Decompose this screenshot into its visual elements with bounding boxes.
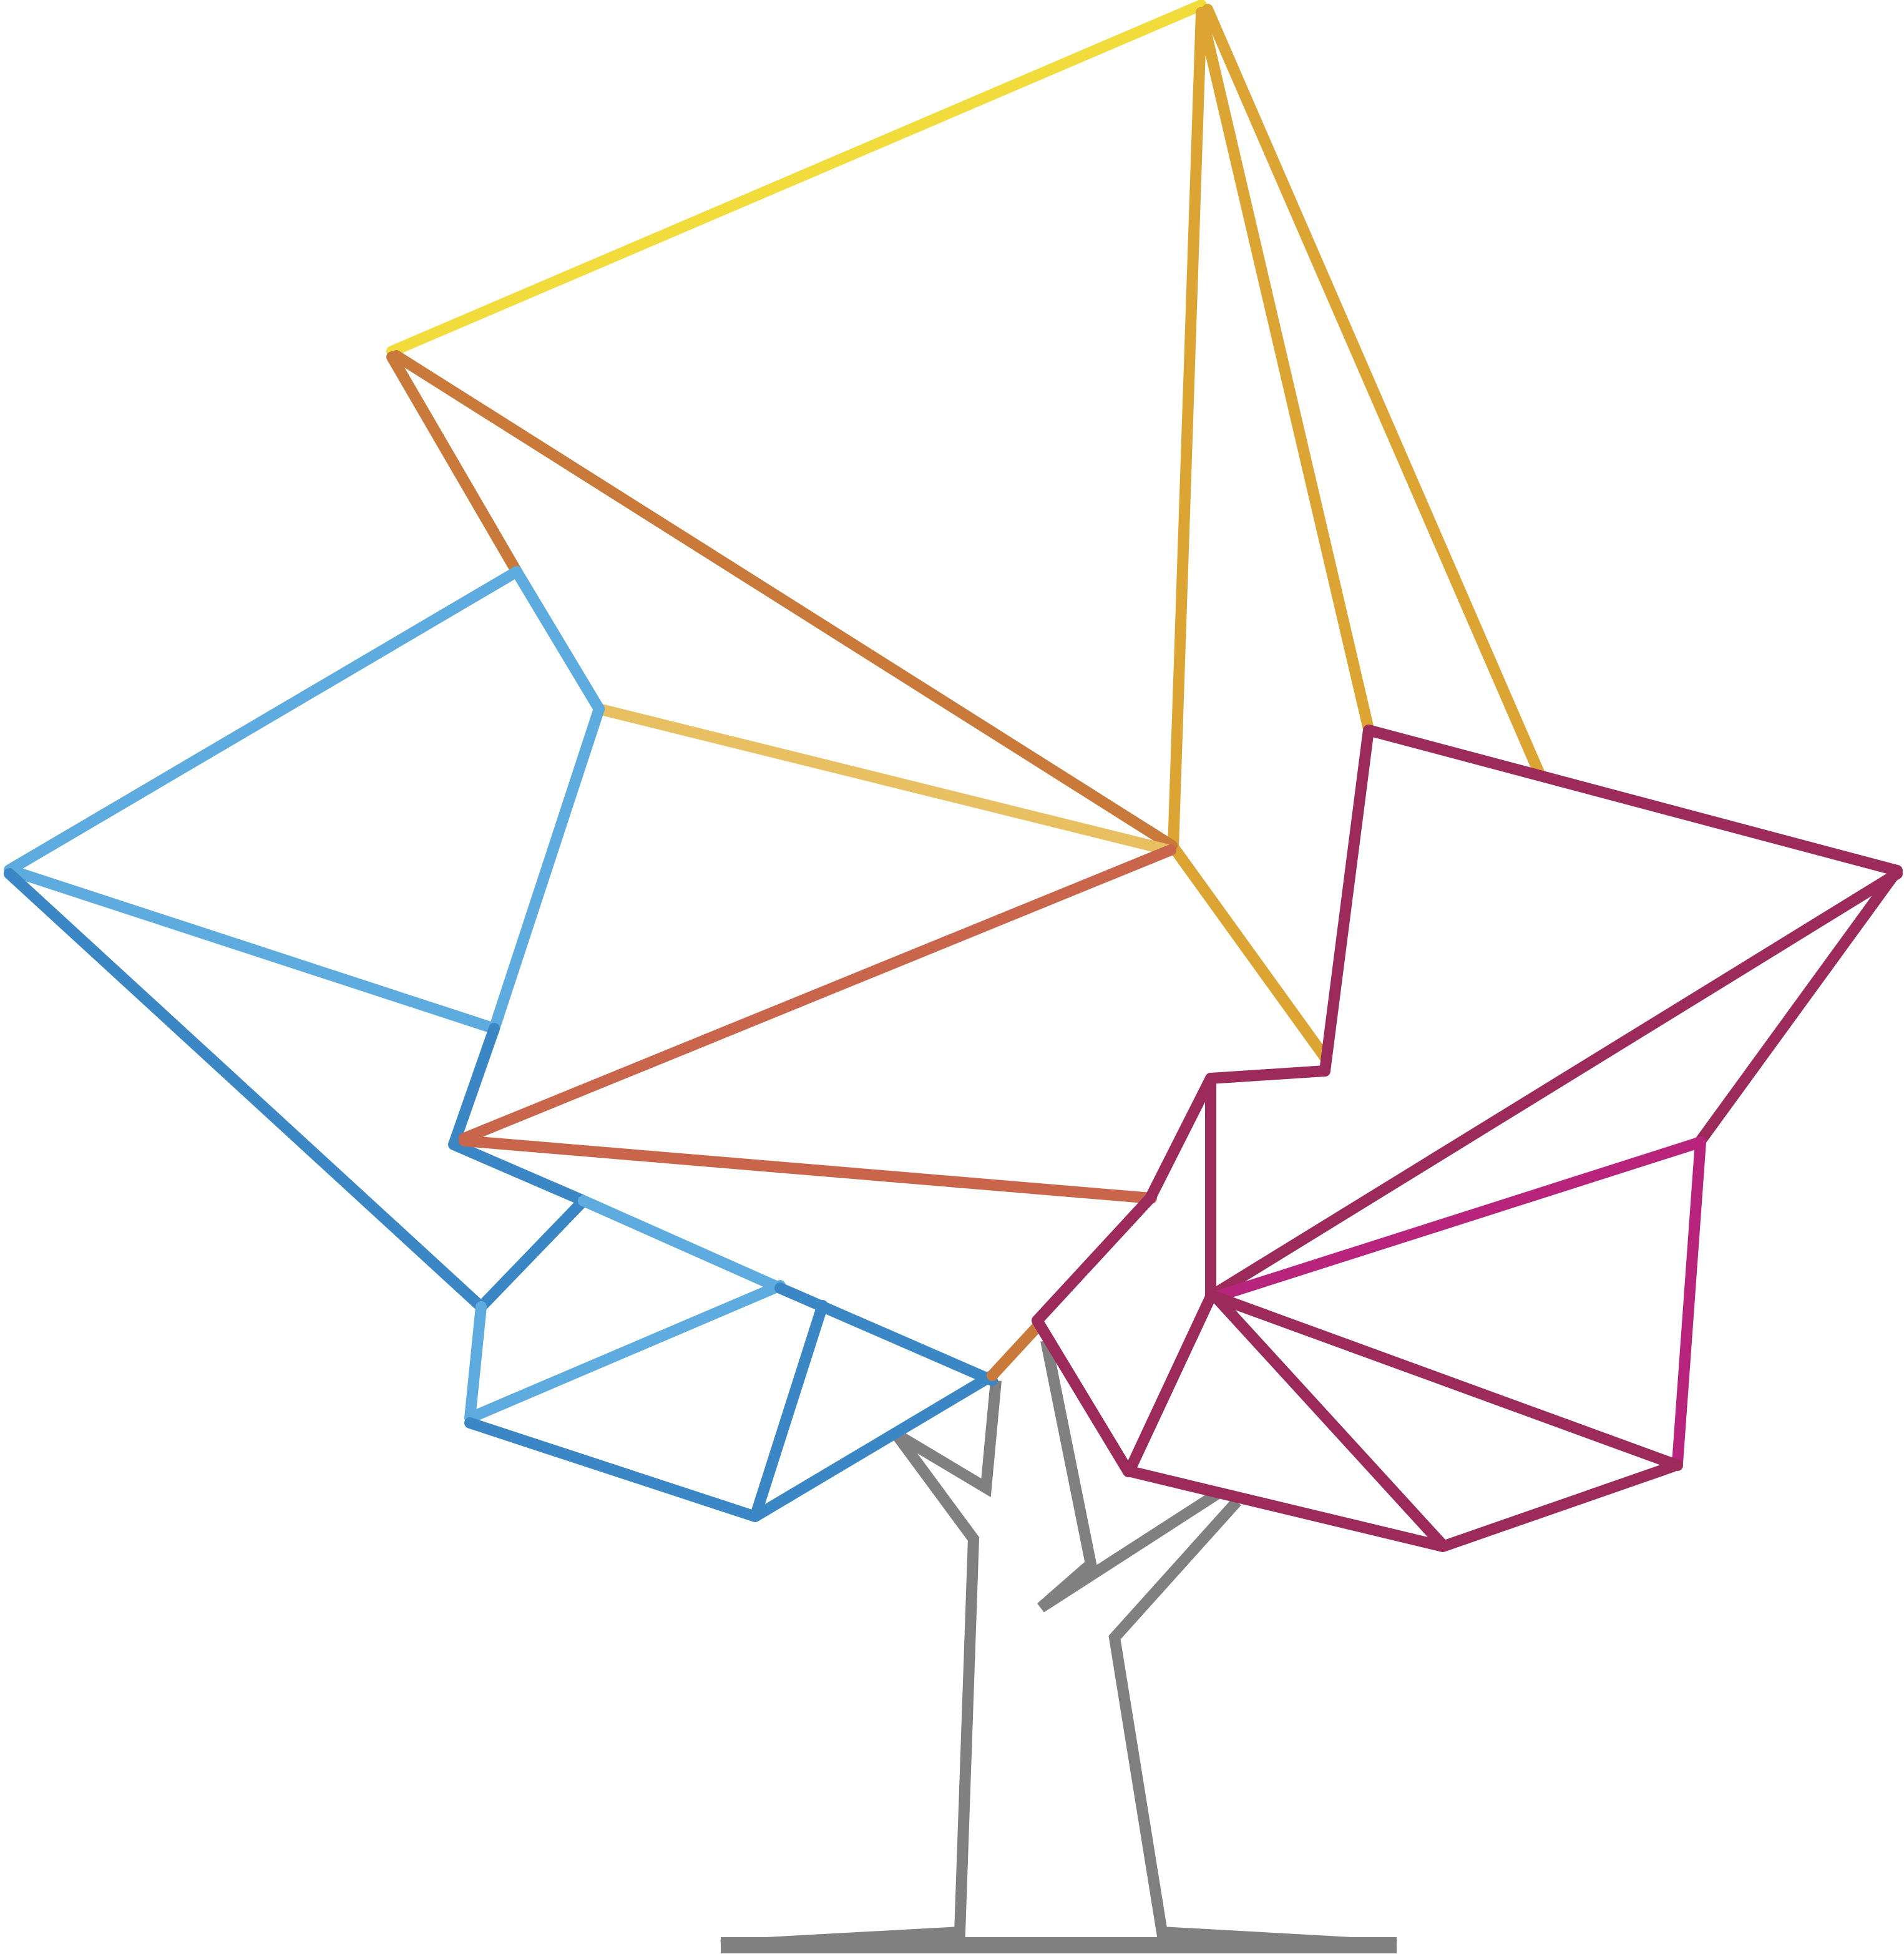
edge-left-fold <box>511 566 605 715</box>
trunk-left-branch <box>893 1380 1002 1498</box>
trunk-left-edge <box>720 1430 980 1951</box>
edge-rust-horizontal <box>459 1135 1157 1204</box>
edge-blue-shelf <box>774 1282 998 1386</box>
edge-top-right <box>1202 4 1545 779</box>
edge-crimson-fan-left <box>1125 1291 1216 1473</box>
trunk <box>720 1339 1397 1951</box>
edge-center-to-right-notch <box>1168 841 1330 1063</box>
trunk-right-edge <box>1108 1497 1397 1951</box>
edge-light-gold <box>593 703 1174 856</box>
edge-top-left <box>386 0 1207 357</box>
edge-rust-diagonal <box>459 844 1176 1144</box>
edge-crimson-step <box>1032 1065 1330 1477</box>
edge-magenta <box>1210 1136 1706 1302</box>
edge-rust-trunk-join <box>987 1321 1043 1381</box>
crown-upper-left <box>386 350 1178 856</box>
edge-left-spine <box>489 703 605 1034</box>
edge-top-inner-fold <box>1196 7 1374 735</box>
edge-crimson-bottom <box>1125 1461 1678 1552</box>
edge-copper-diagonal <box>391 350 1178 851</box>
edge-right-notch <box>1319 725 1903 1146</box>
edge-magenta-right <box>1672 1136 1706 1468</box>
edge-sky-blue-mid <box>578 1195 786 1294</box>
edge-crimson-long-diagonal <box>1210 868 1903 1299</box>
edge-crimson-fan-right <box>1210 1291 1683 1471</box>
edge-blue-inner <box>751 1300 828 1518</box>
edge-sky-blue-lower <box>464 1280 786 1424</box>
crown-top <box>386 0 1545 1063</box>
edge-copper-left <box>386 351 522 577</box>
edge-crimson-fan-mid <box>1210 1291 1448 1551</box>
edge-left-lower-blue <box>4 868 589 1312</box>
edge-left-spine-lower <box>448 1023 589 1206</box>
trunk-right-branch <box>1037 1339 1220 1613</box>
crown-left <box>4 566 998 1522</box>
crown-center <box>459 844 1176 1381</box>
edge-top-center-spine <box>1168 7 1207 852</box>
crown-right <box>1032 725 1903 1552</box>
edge-left-fan-outer <box>4 566 522 1034</box>
